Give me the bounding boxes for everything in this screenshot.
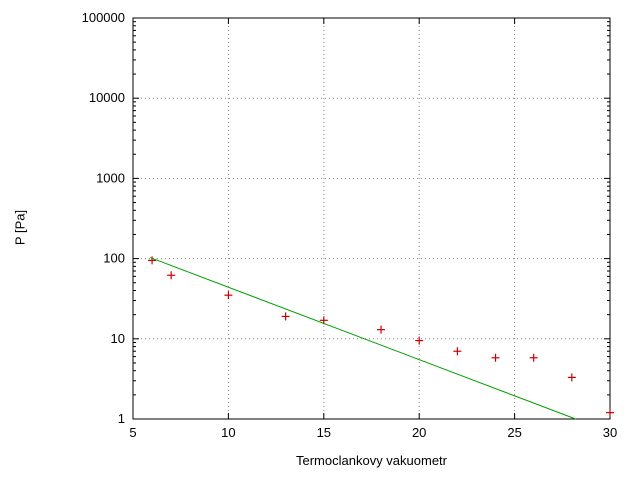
y-tick-label: 1 [118,411,125,426]
x-tick-label: 30 [603,425,617,440]
x-tick-label: 10 [221,425,235,440]
y-axis-label: P [Pa] [12,209,28,246]
fit-line [149,257,576,420]
plot-border [132,17,611,420]
y-tick-label: 100000 [82,10,125,25]
x-axis-label: Termoclankovy vakuometr [296,453,447,468]
x-tick-label: 15 [317,425,331,440]
y-tick-label: 100 [103,251,125,266]
x-tick-label: 25 [507,425,521,440]
x-tick-label: 20 [412,425,426,440]
y-tick-label: 1000 [96,170,125,185]
y-tick-label: 10 [111,331,125,346]
y-tick-label: 10000 [89,90,125,105]
x-tick-label: 5 [129,425,136,440]
